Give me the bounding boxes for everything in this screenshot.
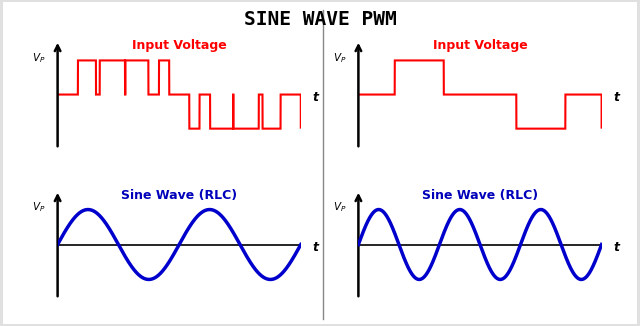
Text: t: t: [614, 242, 620, 254]
Text: t: t: [614, 92, 620, 104]
Text: t: t: [313, 92, 319, 104]
Text: $V_P$: $V_P$: [333, 52, 346, 65]
Text: t: t: [313, 242, 319, 254]
Text: $V_P$: $V_P$: [32, 200, 45, 214]
Text: $V_P$: $V_P$: [32, 52, 45, 65]
Text: Input Voltage: Input Voltage: [433, 39, 527, 52]
Text: Sine Wave (RLC): Sine Wave (RLC): [121, 189, 237, 202]
Text: SINE WAVE PWM: SINE WAVE PWM: [244, 10, 396, 29]
Text: $V_P$: $V_P$: [333, 200, 346, 214]
Text: Sine Wave (RLC): Sine Wave (RLC): [422, 189, 538, 202]
Text: Input Voltage: Input Voltage: [132, 39, 227, 52]
